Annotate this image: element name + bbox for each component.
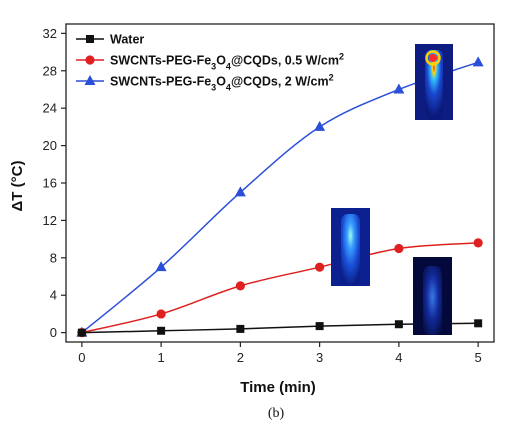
series-layer <box>76 56 484 338</box>
x-tick-label: 5 <box>475 350 482 365</box>
legend-marker <box>86 35 94 43</box>
thermal-image-0-5w <box>331 208 370 286</box>
legend-marker <box>85 55 95 65</box>
y-tick-label: 24 <box>43 101 57 116</box>
figure-caption: (b) <box>268 406 285 421</box>
data-point <box>315 322 324 331</box>
data-point <box>394 243 404 254</box>
series-line <box>81 61 479 334</box>
x-tick-label: 1 <box>157 350 164 365</box>
x-axis-label: Time (min) <box>240 379 316 396</box>
legend-label-part: @CQDs, 2 W/cm <box>231 75 329 89</box>
legend-label-part: 3 <box>211 62 216 72</box>
legend-label-text: SWCNTs-PEG-Fe <box>110 75 211 89</box>
y-tick-label: 32 <box>43 26 57 41</box>
x-tick-label: 4 <box>395 350 402 365</box>
data-point <box>474 319 483 328</box>
y-axis-label: ΔT (°C) <box>9 161 26 212</box>
legend-label: Water <box>110 33 144 47</box>
data-point <box>235 281 245 291</box>
legend-label-part: 2 <box>329 73 334 83</box>
data-point <box>393 83 405 94</box>
y-tick-label: 0 <box>50 325 57 340</box>
data-point <box>394 320 403 329</box>
legend-label: SWCNTs-PEG-Fe3O4@CQDs, 0.5 W/cm2 <box>110 52 344 72</box>
data-point <box>155 261 167 272</box>
y-tick-label: 28 <box>43 63 57 78</box>
series-line <box>81 322 479 334</box>
series-0 <box>77 319 483 337</box>
thermal-image-2w <box>415 44 453 120</box>
y-tick-label: 20 <box>43 138 57 153</box>
y-tick-label: 12 <box>43 213 57 228</box>
data-point <box>156 309 166 319</box>
data-point <box>473 238 483 248</box>
legend-label-part: 3 <box>211 83 216 93</box>
data-point <box>236 324 245 333</box>
legend-label-part: O <box>216 54 226 68</box>
legend-label-part: @CQDs, 0.5 W/cm <box>231 54 339 68</box>
x-tick-label: 0 <box>78 350 85 365</box>
x-tick-label: 2 <box>237 350 244 365</box>
legend-label-part: 4 <box>226 62 231 72</box>
legend-marker <box>84 75 96 85</box>
y-tick-label: 4 <box>50 288 57 303</box>
data-point <box>315 262 325 272</box>
data-point <box>472 56 484 67</box>
y-tick-label: 16 <box>43 176 57 191</box>
legend-label-text: SWCNTs-PEG-Fe <box>110 54 211 68</box>
x-tick-label: 3 <box>316 350 323 365</box>
data-point <box>157 326 166 335</box>
y-tick-label: 8 <box>50 250 57 265</box>
legend-label-part: 4 <box>226 83 231 93</box>
legend-label-part: 2 <box>339 52 344 62</box>
legend-label-part: O <box>216 75 226 89</box>
thermal-image-water <box>413 257 452 335</box>
data-point <box>234 186 246 197</box>
legend-label-text: Water <box>110 33 144 47</box>
data-point <box>77 328 86 337</box>
legend-label: SWCNTs-PEG-Fe3O4@CQDs, 2 W/cm2 <box>110 73 334 93</box>
data-point <box>314 120 326 131</box>
